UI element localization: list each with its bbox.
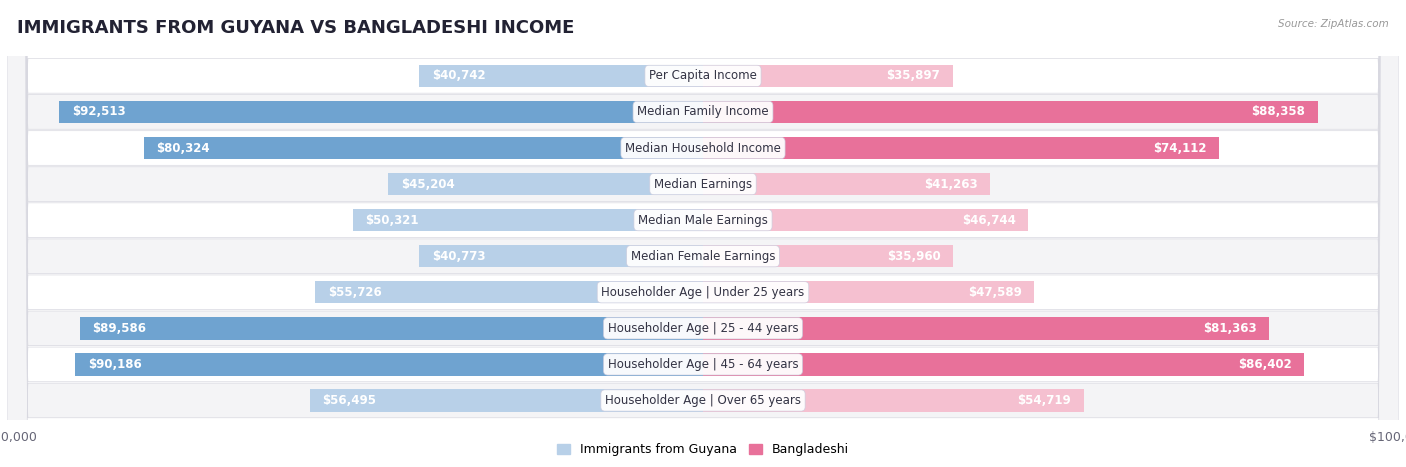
Text: $46,744: $46,744 [962,213,1015,226]
Bar [703,317,1270,340]
Bar [315,281,703,304]
Text: $54,719: $54,719 [1018,394,1071,407]
Bar [76,353,703,375]
Bar [419,65,703,87]
Bar [703,353,1305,375]
Text: Median Family Income: Median Family Income [637,106,769,119]
Text: Householder Age | Under 25 years: Householder Age | Under 25 years [602,286,804,299]
Text: Source: ZipAtlas.com: Source: ZipAtlas.com [1278,19,1389,28]
Text: IMMIGRANTS FROM GUYANA VS BANGLADESHI INCOME: IMMIGRANTS FROM GUYANA VS BANGLADESHI IN… [17,19,574,37]
Bar [59,101,703,123]
FancyBboxPatch shape [7,0,1399,467]
FancyBboxPatch shape [7,0,1399,467]
Text: $86,402: $86,402 [1239,358,1292,371]
Bar [388,173,703,195]
Bar [703,245,953,268]
Bar [353,209,703,231]
Text: Per Capita Income: Per Capita Income [650,70,756,82]
Bar [419,245,703,268]
Text: $88,358: $88,358 [1251,106,1305,119]
Bar [703,137,1219,159]
Text: $40,742: $40,742 [432,70,485,82]
Text: $92,513: $92,513 [72,106,125,119]
Text: $41,263: $41,263 [924,177,977,191]
Bar [703,209,1028,231]
FancyBboxPatch shape [7,0,1399,467]
Text: Median Household Income: Median Household Income [626,142,780,155]
Text: Householder Age | 25 - 44 years: Householder Age | 25 - 44 years [607,322,799,335]
Text: $89,586: $89,586 [91,322,146,335]
FancyBboxPatch shape [7,0,1399,467]
Text: Median Male Earnings: Median Male Earnings [638,213,768,226]
Text: Median Earnings: Median Earnings [654,177,752,191]
Bar [703,65,953,87]
Text: $74,112: $74,112 [1153,142,1206,155]
FancyBboxPatch shape [7,0,1399,467]
Text: $40,773: $40,773 [432,250,485,263]
Text: $56,495: $56,495 [322,394,377,407]
Text: $81,363: $81,363 [1204,322,1257,335]
Text: $55,726: $55,726 [328,286,381,299]
Text: $45,204: $45,204 [401,177,454,191]
Bar [703,281,1035,304]
Legend: Immigrants from Guyana, Bangladeshi: Immigrants from Guyana, Bangladeshi [553,439,853,461]
Bar [703,101,1317,123]
FancyBboxPatch shape [7,0,1399,467]
Text: $35,897: $35,897 [887,70,941,82]
Bar [703,389,1084,411]
FancyBboxPatch shape [7,0,1399,467]
FancyBboxPatch shape [7,0,1399,467]
FancyBboxPatch shape [7,0,1399,467]
Text: Householder Age | Over 65 years: Householder Age | Over 65 years [605,394,801,407]
Text: $90,186: $90,186 [87,358,142,371]
Bar [309,389,703,411]
Text: Householder Age | 45 - 64 years: Householder Age | 45 - 64 years [607,358,799,371]
Text: $80,324: $80,324 [156,142,209,155]
Bar [143,137,703,159]
Text: $47,589: $47,589 [967,286,1022,299]
Bar [703,173,990,195]
Text: $35,960: $35,960 [887,250,941,263]
Text: $50,321: $50,321 [366,213,419,226]
FancyBboxPatch shape [7,0,1399,467]
Text: Median Female Earnings: Median Female Earnings [631,250,775,263]
Bar [80,317,703,340]
